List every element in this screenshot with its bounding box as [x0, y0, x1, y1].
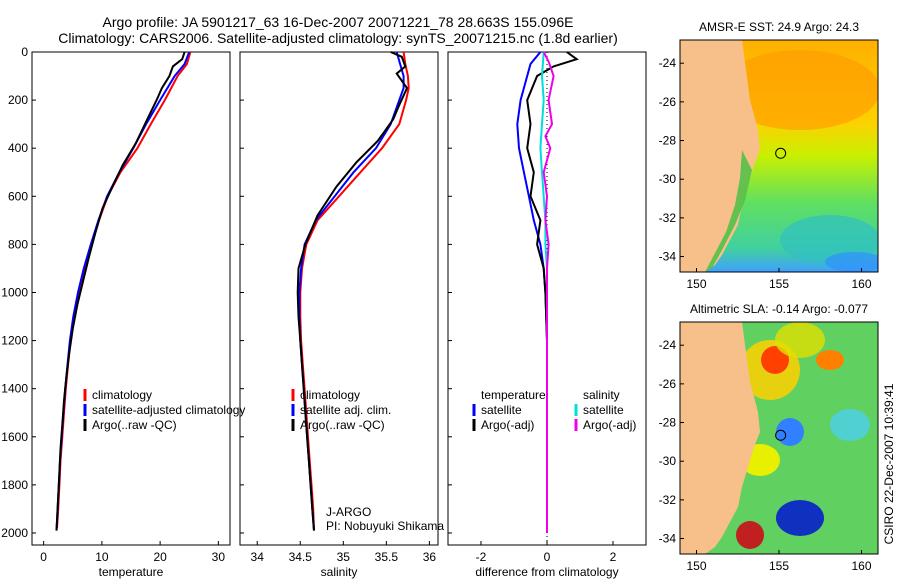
- sla-cyan: [830, 409, 870, 441]
- sla-yellow-2: [775, 322, 825, 358]
- temperature-xlabel: temperature: [99, 565, 164, 579]
- legend-entry: Argo(-adj): [583, 418, 636, 432]
- x-tick-label: 150: [686, 277, 706, 291]
- y-tick-label: 400: [8, 141, 28, 155]
- y-tick-label: -32: [659, 211, 677, 225]
- legend-entry: Argo(-adj): [481, 418, 534, 432]
- y-tick-label: 1600: [1, 430, 28, 444]
- y-tick-label: 2000: [1, 526, 28, 540]
- x-tick-label: 155: [769, 559, 789, 573]
- x-tick-label: 35: [337, 550, 351, 564]
- x-tick-label: 160: [851, 277, 871, 291]
- sst-land: [680, 40, 760, 272]
- sst-cool-patch-2: [825, 252, 878, 272]
- sst-coast-green: [705, 150, 752, 272]
- y-tick-label: -30: [659, 172, 677, 186]
- sst-map: [680, 40, 878, 272]
- y-tick-label: 1200: [1, 334, 28, 348]
- y-tick-label: -24: [659, 56, 677, 70]
- x-tick-label: 36: [423, 550, 437, 564]
- y-tick-label: 200: [8, 93, 28, 107]
- sla-blue: [776, 418, 804, 446]
- series-argo-raw-qc-: [296, 51, 409, 531]
- y-tick-label: 800: [8, 237, 28, 251]
- argo-position-marker: [775, 147, 787, 159]
- y-tick-label: 0: [21, 45, 28, 59]
- x-tick-label: 2: [610, 550, 617, 564]
- x-tick-label: 34.5: [289, 550, 313, 564]
- legend-entry: Argo(..raw -QC): [92, 418, 177, 432]
- x-tick-label: 0: [544, 550, 551, 564]
- y-tick-label: -24: [659, 338, 677, 352]
- legend-entry: satellite-adjusted climatology: [92, 403, 245, 417]
- y-tick-label: 1800: [1, 478, 28, 492]
- y-tick-label: 1000: [1, 285, 28, 299]
- legend-entry: temperature: [481, 388, 546, 402]
- y-tick-label: -30: [659, 454, 677, 468]
- legend-entry: climatology: [92, 388, 152, 402]
- legend-entry: salinity: [583, 388, 620, 402]
- x-tick-label: -2: [476, 550, 487, 564]
- x-tick-label: 34: [251, 550, 265, 564]
- argo-position-marker: [775, 429, 787, 441]
- difference-xlabel: difference from climatology: [475, 565, 618, 579]
- sla-map-title: Altimetric SLA: -0.14 Argo: -0.077: [690, 302, 868, 316]
- legend-entry: satellite adj. clim.: [300, 403, 391, 417]
- series-temperature-argo-adj-: [526, 51, 579, 533]
- series-satellite-adj-clim-: [298, 51, 405, 531]
- legend-entry: satellite: [583, 403, 624, 417]
- y-tick-label: -26: [659, 377, 677, 391]
- series-climatology: [56, 51, 192, 529]
- sst-warm-patch: [720, 50, 878, 130]
- y-tick-label: -28: [659, 134, 677, 148]
- series-climatology: [299, 51, 410, 531]
- y-tick-label: -34: [659, 532, 677, 546]
- sla-map: [680, 322, 878, 554]
- x-tick-label: 150: [686, 559, 706, 573]
- sla-land: [680, 322, 760, 554]
- sla-red: [761, 346, 789, 374]
- sst-map-title: AMSR-E SST: 24.9 Argo: 24.3: [699, 20, 859, 34]
- legend-entry: satellite: [481, 403, 522, 417]
- y-tick-label: -26: [659, 95, 677, 109]
- legend-entry: climatology: [300, 388, 360, 402]
- series-satellite-adjusted-climatology: [55, 51, 191, 531]
- x-tick-label: 160: [851, 559, 871, 573]
- y-tick-label: -32: [659, 493, 677, 507]
- sst-map-axes: AMSR-E SST: 24.9 Argo: 24.3 150 155 160 -24 -…: [659, 20, 879, 291]
- salinity-panel: 34 34.5 35 35.5 36 salinity climatologysatelli…: [239, 51, 439, 579]
- program-pi: PI: Nobuyuki Shikama: [326, 519, 444, 533]
- temperature-frame: [31, 51, 231, 546]
- y-tick-label: -34: [659, 250, 677, 264]
- x-tick-label: 10: [95, 550, 109, 564]
- series-salinity-argo-adj-: [542, 51, 555, 533]
- sla-red-2: [736, 521, 764, 549]
- legend-entry: Argo(..raw -QC): [300, 418, 385, 432]
- x-tick-label: 35.5: [375, 550, 399, 564]
- series-argo-raw-qc-: [55, 51, 186, 531]
- x-tick-label: 155: [769, 277, 789, 291]
- y-tick-label: -28: [659, 416, 677, 430]
- credit-timestamp: CSIRO 22-Dec-2007 10:39:41: [882, 383, 896, 544]
- salinity-xlabel: salinity: [321, 565, 358, 579]
- sla-orange: [816, 350, 844, 370]
- sla-map-axes: Altimetric SLA: -0.14 Argo: -0.077 150 155…: [659, 302, 879, 573]
- salinity-frame: [239, 51, 439, 546]
- x-tick-label: 30: [212, 550, 226, 564]
- sla-navy: [776, 500, 824, 536]
- figure-title-line2: Climatology: CARS2006. Satellite-adjuste…: [58, 30, 618, 46]
- figure-title-line1: Argo profile: JA 5901217_63 16-Dec-2007 …: [102, 14, 574, 30]
- series-salinity-satellite: [539, 51, 548, 533]
- y-tick-label: 600: [8, 189, 28, 203]
- y-tick-label: 1400: [1, 382, 28, 396]
- x-tick-label: 20: [153, 550, 167, 564]
- program-name: J-ARGO: [326, 505, 371, 519]
- temperature-panel: 0 10 20 30 temperature 0 200 400 600 800 1000 1200 1…: [1, 45, 245, 579]
- x-tick-label: 0: [40, 550, 47, 564]
